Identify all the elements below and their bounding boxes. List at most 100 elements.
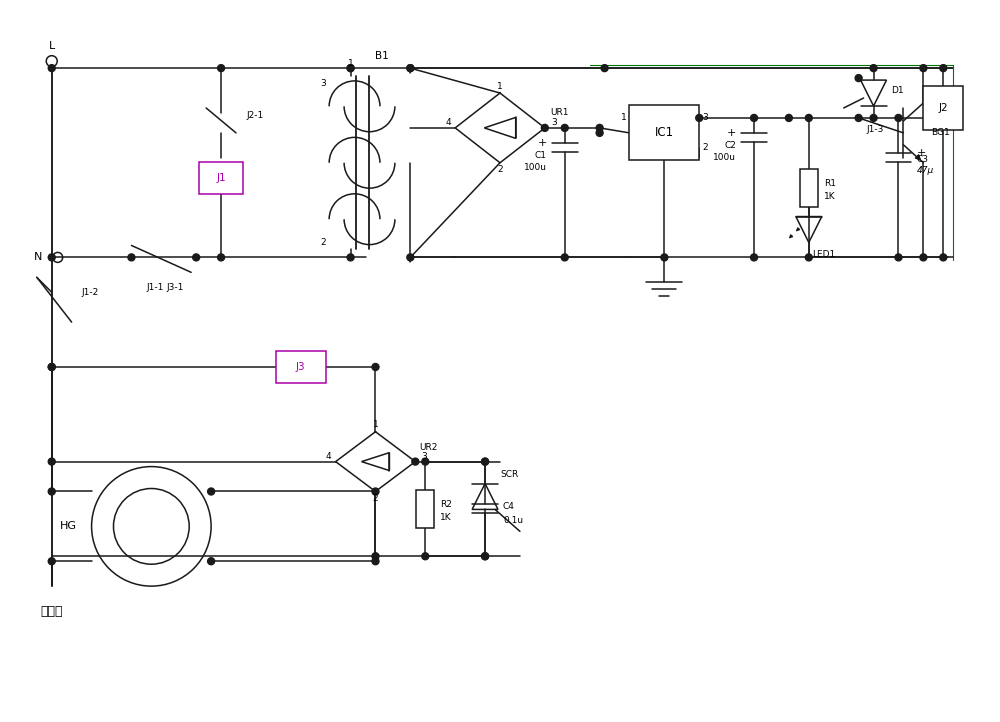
Text: 接负载: 接负载 <box>40 604 63 617</box>
Text: J1-1: J1-1 <box>146 283 164 292</box>
Circle shape <box>601 65 608 71</box>
Text: J1: J1 <box>216 173 226 183</box>
Text: 0.1u: 0.1u <box>503 516 523 526</box>
Circle shape <box>48 254 55 261</box>
Circle shape <box>218 65 225 71</box>
Text: SCR: SCR <box>500 470 518 479</box>
Circle shape <box>372 488 379 495</box>
Text: 3: 3 <box>421 452 427 461</box>
Circle shape <box>920 254 927 261</box>
Text: UR1: UR1 <box>550 108 568 118</box>
Circle shape <box>412 458 419 465</box>
Text: L: L <box>49 41 55 51</box>
Text: 1: 1 <box>497 82 503 90</box>
Text: B1: B1 <box>375 51 389 61</box>
Text: C2: C2 <box>724 142 736 150</box>
Text: R1: R1 <box>824 179 836 188</box>
Text: 3: 3 <box>702 113 708 123</box>
Circle shape <box>48 458 55 465</box>
Text: HG: HG <box>60 521 77 531</box>
Circle shape <box>920 65 927 71</box>
Circle shape <box>372 553 379 560</box>
Text: 4: 4 <box>326 452 332 461</box>
Circle shape <box>193 254 200 261</box>
Text: 1: 1 <box>621 113 627 123</box>
Text: J2-1: J2-1 <box>246 111 263 121</box>
Circle shape <box>805 115 812 121</box>
Circle shape <box>218 254 225 261</box>
Circle shape <box>48 363 55 370</box>
Circle shape <box>940 65 947 71</box>
Text: J3: J3 <box>296 362 306 372</box>
Text: LED1: LED1 <box>812 250 835 259</box>
Text: 2: 2 <box>320 238 326 247</box>
Text: J2: J2 <box>938 103 948 113</box>
Text: 100u: 100u <box>713 153 736 162</box>
Circle shape <box>208 488 215 495</box>
Text: 2: 2 <box>497 165 503 174</box>
Circle shape <box>208 557 215 565</box>
Text: J1-3: J1-3 <box>867 126 884 134</box>
Circle shape <box>48 488 55 495</box>
Circle shape <box>372 557 379 565</box>
Bar <box>629 105 699 160</box>
Text: +: + <box>916 148 926 158</box>
Circle shape <box>805 254 812 261</box>
Circle shape <box>696 115 703 121</box>
Circle shape <box>407 65 414 71</box>
Text: N: N <box>33 253 42 262</box>
Text: C4: C4 <box>503 503 515 511</box>
Circle shape <box>541 124 548 131</box>
Circle shape <box>940 254 947 261</box>
Circle shape <box>661 254 668 261</box>
Circle shape <box>347 65 354 71</box>
Circle shape <box>347 65 354 71</box>
Circle shape <box>596 124 603 131</box>
Circle shape <box>482 553 489 560</box>
Circle shape <box>422 458 429 465</box>
Circle shape <box>128 254 135 261</box>
Text: 1: 1 <box>373 420 378 430</box>
Circle shape <box>482 458 489 465</box>
Text: 2: 2 <box>373 494 378 503</box>
Circle shape <box>785 115 792 121</box>
Text: +: + <box>537 138 547 148</box>
Text: UR2: UR2 <box>419 443 438 452</box>
Circle shape <box>596 129 603 136</box>
Circle shape <box>895 254 902 261</box>
Circle shape <box>895 115 902 121</box>
Bar <box>923 86 963 131</box>
Text: +: + <box>727 128 736 138</box>
Circle shape <box>48 363 55 370</box>
Text: D1: D1 <box>891 85 904 95</box>
Circle shape <box>407 65 414 71</box>
Bar <box>199 162 243 193</box>
Text: 3: 3 <box>551 118 557 127</box>
Text: C1: C1 <box>535 152 547 160</box>
Circle shape <box>561 254 568 261</box>
Text: 1K: 1K <box>824 192 835 201</box>
Bar <box>416 490 434 528</box>
Circle shape <box>751 254 758 261</box>
Circle shape <box>48 65 55 71</box>
Circle shape <box>870 65 877 71</box>
Text: J3-1: J3-1 <box>166 283 184 292</box>
Circle shape <box>482 458 489 465</box>
Text: R2: R2 <box>440 500 452 510</box>
Text: 2: 2 <box>702 144 708 152</box>
Circle shape <box>347 254 354 261</box>
Text: 47μ: 47μ <box>916 166 934 175</box>
Text: 100u: 100u <box>524 163 547 173</box>
Circle shape <box>855 74 862 82</box>
Circle shape <box>407 254 414 261</box>
Circle shape <box>422 553 429 560</box>
Text: C3: C3 <box>916 155 928 165</box>
Circle shape <box>372 363 379 370</box>
Circle shape <box>482 553 489 560</box>
Text: 1K: 1K <box>440 513 452 523</box>
Bar <box>800 169 818 206</box>
Bar <box>276 351 326 383</box>
Circle shape <box>561 124 568 131</box>
Circle shape <box>48 557 55 565</box>
Text: IC1: IC1 <box>655 126 674 139</box>
